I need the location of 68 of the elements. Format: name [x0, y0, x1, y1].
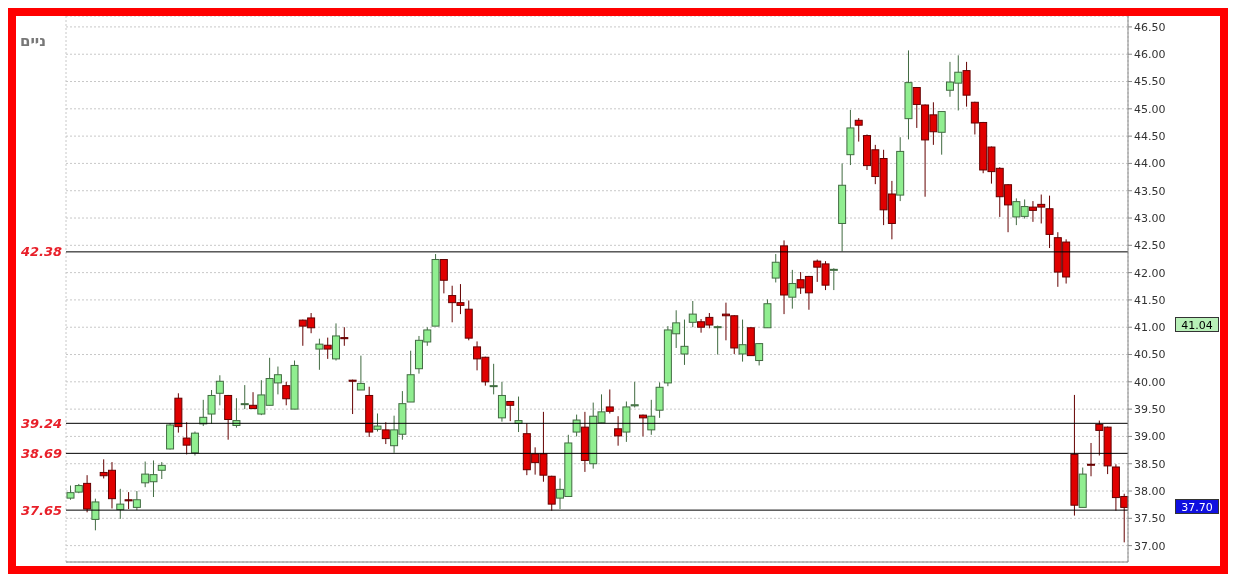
candlestick	[738, 319, 747, 363]
ref-line-label: 39.24	[20, 415, 62, 431]
candlestick	[132, 490, 141, 511]
y-tick-label: 39.50	[1134, 403, 1166, 417]
candlestick	[688, 300, 697, 328]
candlestick	[315, 338, 324, 371]
candlestick	[572, 414, 581, 437]
candlestick	[489, 363, 498, 395]
y-tick-label: 46.50	[1134, 20, 1166, 34]
y-tick-label: 43.00	[1134, 211, 1166, 225]
candlestick	[282, 381, 291, 406]
ref-line-label: 38.69	[20, 445, 62, 461]
candlestick	[207, 389, 216, 425]
candlestick	[116, 488, 125, 520]
y-tick-label: 37.00	[1134, 539, 1166, 553]
candlestick	[381, 421, 390, 445]
y-tick-label: 40.00	[1134, 375, 1166, 389]
y-tick-label: 40.50	[1134, 348, 1166, 362]
y-tick-label: 44.00	[1134, 157, 1166, 171]
y-tick-label: 45.00	[1134, 102, 1166, 116]
y-tick-label: 41.00	[1134, 321, 1166, 335]
candlestick	[323, 337, 332, 360]
ref-line-label: 42.38	[19, 244, 62, 260]
candlestick	[91, 498, 100, 531]
y-tick-label: 39.00	[1134, 430, 1166, 444]
candlestick	[340, 326, 349, 347]
candlestick	[497, 381, 506, 423]
candlestick	[439, 259, 448, 294]
text: 37.70	[1175, 499, 1219, 515]
y-tick-label: 37.50	[1134, 512, 1166, 526]
candlestick	[788, 269, 797, 310]
candlestick	[373, 412, 382, 433]
candlestick	[638, 414, 647, 437]
y-tick-label: 44.50	[1134, 130, 1166, 144]
text: ניים	[20, 32, 47, 50]
candlestick	[182, 421, 191, 455]
candlestick	[240, 384, 249, 410]
candlestick	[514, 396, 523, 433]
candlestick	[854, 117, 863, 143]
y-tick-label: 45.50	[1134, 75, 1166, 89]
candlestick	[829, 267, 838, 291]
y-tick-label: 38.00	[1134, 484, 1166, 498]
candlestick	[1087, 442, 1096, 477]
candlestick	[647, 399, 656, 436]
candlestick	[755, 342, 764, 366]
y-tick-label: 46.00	[1134, 48, 1166, 62]
text: 41.04	[1175, 317, 1219, 333]
candlestick	[937, 111, 946, 156]
ref-line-label: 37.65	[20, 502, 62, 518]
y-tick-label: 41.50	[1134, 293, 1166, 307]
candlestick	[680, 319, 689, 366]
candlestick	[655, 381, 664, 419]
candlestick	[215, 374, 224, 406]
candlestick	[249, 391, 258, 410]
candlestick	[630, 381, 639, 408]
candlestick	[356, 355, 365, 391]
candlestick	[199, 399, 208, 427]
y-tick-label: 42.50	[1134, 239, 1166, 253]
candlestick	[348, 379, 357, 415]
candlestick	[614, 415, 623, 447]
y-tick-label: 38.50	[1134, 457, 1166, 471]
candlestick	[713, 325, 722, 356]
y-tick-label: 42.00	[1134, 266, 1166, 280]
candlestick	[605, 388, 614, 414]
candlestick	[190, 431, 199, 457]
candlestick	[332, 322, 340, 362]
y-tick-label: 43.50	[1134, 184, 1166, 198]
candlestick	[771, 253, 780, 283]
